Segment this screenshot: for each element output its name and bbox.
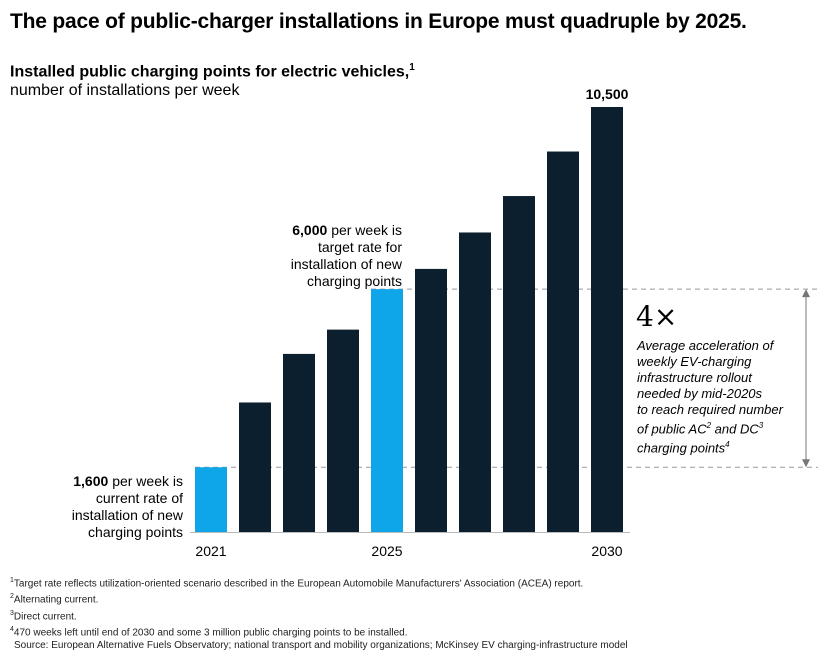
acceleration-arrow-head-top [802,289,810,298]
tick-label-2021: 2021 [195,543,226,559]
footnote-2: 2Alternating current. [10,590,628,606]
accel-line-6-a: of public AC [637,421,707,437]
multiplier-label: 4× [636,300,678,333]
accel-line-6: of public AC2 and DC3 [637,418,817,437]
accel-line-5: to reach required number [637,402,783,417]
subtitle-footnote-ref: 1 [409,62,415,73]
bar-2025 [371,289,403,532]
bar-2023 [283,353,315,532]
unit-label: number of installations per week [10,82,240,99]
accel-sup-points: 4 [725,440,730,450]
footnote-1: 1Target rate reflects utilization-orient… [10,574,628,590]
footnote-2-ref: 2 [10,593,14,601]
footnote-3-text: Direct current. [13,610,77,622]
acceleration-note: Average acceleration of weekly EV-chargi… [637,338,817,457]
current-rate-text-4: charging points [88,524,183,540]
footnote-4-ref: 4 [10,625,14,633]
target-rate-text-3: installation of new [290,256,402,272]
source-line: Source: European Alternative Fuels Obser… [14,640,628,652]
accel-sup-dc: 3 [758,421,764,430]
footnote-3: 3Direct current. [10,607,628,623]
footnote-1-ref: 1 [10,577,14,584]
current-rate-text-1: per week is [112,473,183,489]
bar-2024 [327,329,359,532]
bar-2021 [195,467,227,532]
bar-chart: 2021 2025 2030 10,500 [190,86,818,559]
accel-line-7-text: charging points [637,440,726,456]
chart-title: The pace of public-charger installations… [10,10,747,33]
footnotes: 1Target rate reflects utilization-orient… [10,574,628,652]
bar-2022 [239,402,271,532]
bar-2029 [547,151,579,532]
target-rate-value: 6,000 [292,222,328,238]
target-rate-text-4: charging points [307,273,402,289]
current-rate-text-3: installation of new [71,507,183,523]
data-label-2030: 10,500 [586,86,629,102]
accel-sup-ac: 2 [706,421,712,430]
bar-2027 [459,232,491,532]
footnote-4-text: 470 weeks left until end of 2030 and som… [13,627,408,639]
annotation-target-rate: 6,000 per week is target rate for instal… [291,222,402,290]
accel-line-4: needed by mid-2020s [637,386,763,401]
acceleration-arrow-head-bottom [802,459,810,468]
chart-subtitle: Installed public charging points for ele… [10,62,415,81]
accel-line-1: Average acceleration of [637,338,774,353]
footnote-2-text: Alternating current. [13,594,99,606]
bar-2030 [591,107,623,532]
footnote-4: 4470 weeks left until end of 2030 and so… [10,623,628,639]
footnote-3-ref: 3 [10,609,14,617]
tick-label-2025: 2025 [371,543,402,559]
footnote-1-text: Target rate reflects utilization-oriente… [13,578,584,590]
bar-2028 [503,196,535,533]
accel-line-3: infrastructure rollout [637,370,752,385]
accel-line-2: weekly EV-charging [637,354,752,369]
subtitle-text: Installed public charging points for ele… [10,63,410,81]
accel-line-7: charging points4 [637,437,817,456]
bar-2026 [415,268,447,532]
accel-line-6-b: and DC [711,421,759,437]
target-rate-text-2: target rate for [317,239,402,255]
annotation-current-rate: 1,600 per week is current rate of instal… [72,473,183,541]
target-rate-text-1: per week is [331,222,402,238]
tick-label-2030: 2030 [591,543,622,559]
current-rate-text-2: current rate of [95,490,183,506]
current-rate-value: 1,600 [73,473,109,489]
